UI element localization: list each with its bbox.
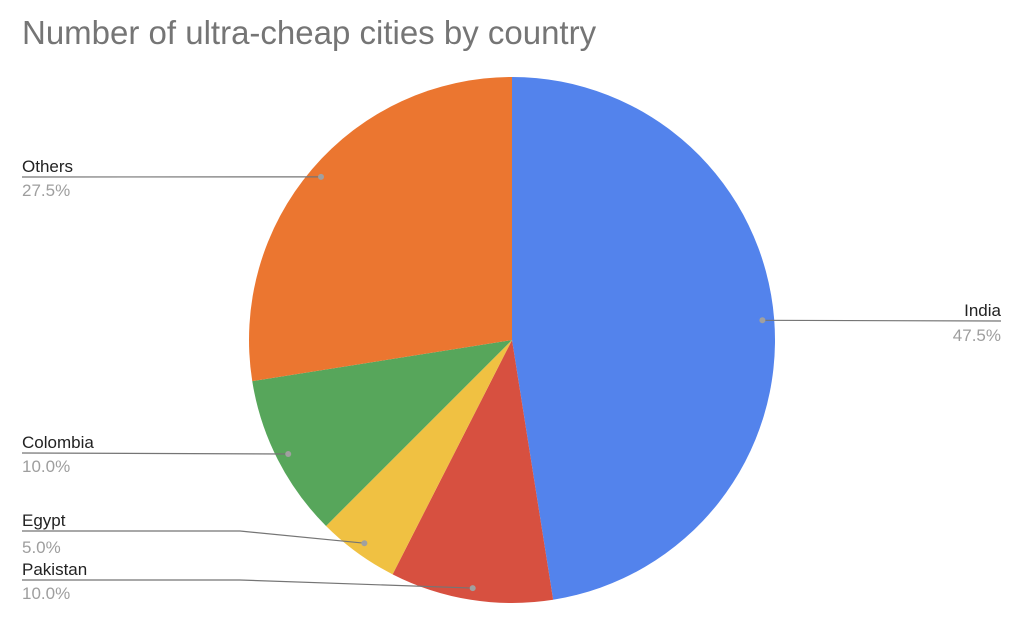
leader-dot-pakistan xyxy=(469,585,476,592)
leader-dot-others xyxy=(318,173,325,180)
slice-percent-egypt: 5.0% xyxy=(22,538,61,557)
pie-slice-others xyxy=(249,77,512,382)
leader-line-pakistan xyxy=(22,579,473,589)
leader-dot-india xyxy=(759,317,766,324)
pie-slice-pakistan xyxy=(392,340,554,603)
slice-labels: India 47.5% Pakistan 10.0% Egypt 5.0% Colombia… xyxy=(22,157,1002,603)
leader-dot-egypt xyxy=(361,540,368,547)
pie-slice-colombia xyxy=(252,340,512,526)
pie-slice-egypt xyxy=(326,340,512,575)
pie-slice-india xyxy=(512,77,775,600)
slice-label-india: India xyxy=(964,301,1001,320)
slice-label-egypt: Egypt xyxy=(22,511,66,530)
slice-label-others: Others xyxy=(22,157,73,176)
slice-label-pakistan: Pakistan xyxy=(22,560,87,579)
slice-percent-colombia: 10.0% xyxy=(22,457,70,476)
leader-line-colombia xyxy=(21,452,289,455)
leader-line-india xyxy=(762,319,1002,322)
leader-lines xyxy=(21,173,1002,592)
chart-title: Number of ultra-cheap cities by country xyxy=(22,14,597,51)
pie-slices xyxy=(249,77,775,603)
slice-percent-india: 47.5% xyxy=(953,326,1001,345)
slice-label-colombia: Colombia xyxy=(22,433,94,452)
leader-dot-colombia xyxy=(285,451,292,458)
slice-percent-others: 27.5% xyxy=(22,181,70,200)
slice-percent-pakistan: 10.0% xyxy=(22,584,70,603)
leader-line-egypt xyxy=(22,530,365,544)
